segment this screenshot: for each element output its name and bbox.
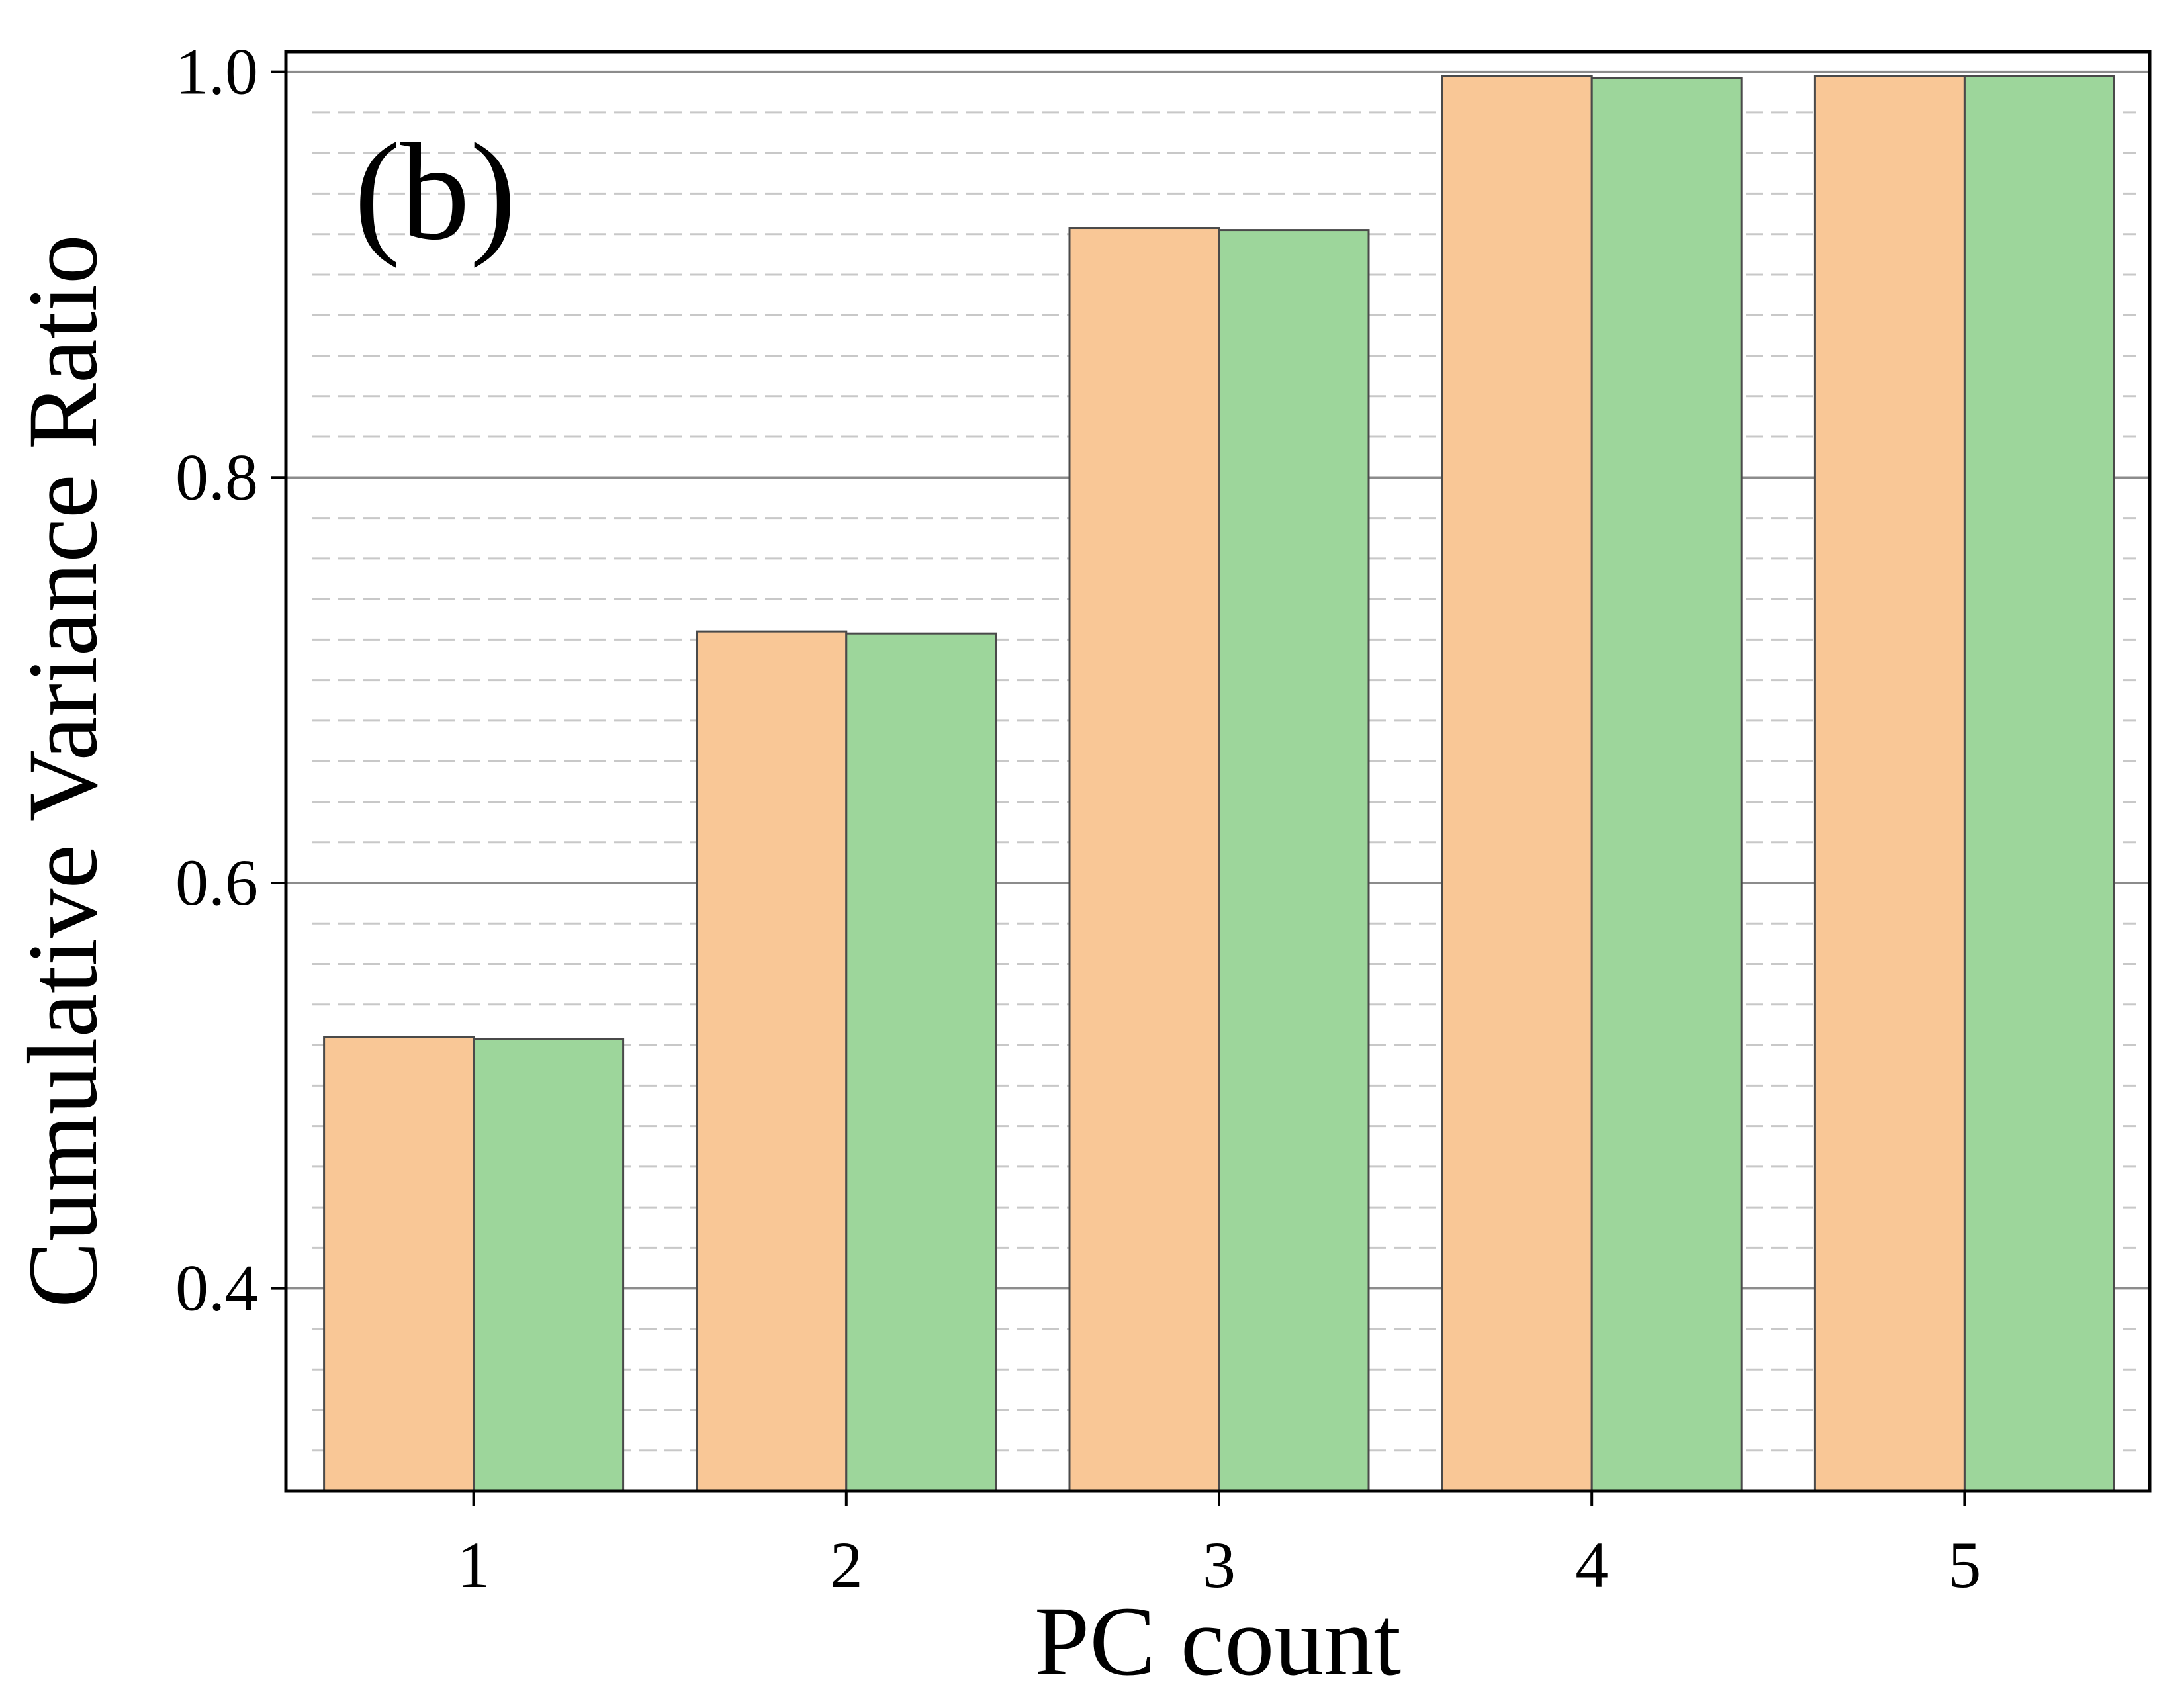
bar-series-1-4	[1441, 75, 1593, 1492]
x-tick-label: 5	[1948, 1528, 1981, 1602]
bar-series-2-4	[1590, 77, 1743, 1492]
bar-series-1-2	[696, 630, 848, 1492]
bar-series-1-3	[1068, 227, 1220, 1492]
bar-series-2-5	[1963, 75, 2115, 1492]
x-tick-label: 3	[1203, 1528, 1236, 1602]
panel-label: (b)	[354, 115, 516, 269]
x-tick-label: 4	[1575, 1528, 1608, 1602]
bar-series-2-3	[1218, 229, 1370, 1492]
x-axis-ticks: 1 2 3 4 5	[457, 1491, 1981, 1602]
bar-series-2-1	[473, 1038, 625, 1492]
bars-layer	[323, 75, 2115, 1492]
bar-series-1-5	[1813, 75, 1966, 1492]
bar-series-1-1	[323, 1036, 475, 1492]
x-tick-label: 2	[830, 1528, 863, 1602]
y-tick-label: 0.8	[175, 440, 258, 514]
y-axis-ticks: 0.4 0.6 0.8 1.0	[175, 35, 286, 1325]
y-tick-label: 0.6	[175, 846, 258, 919]
y-tick-label: 1.0	[175, 35, 258, 109]
x-tick-label: 1	[457, 1528, 490, 1602]
y-tick-label: 0.4	[175, 1252, 258, 1325]
y-axis-title: Cumulative Variance Ratio	[8, 234, 118, 1308]
bar-series-2-2	[845, 632, 997, 1492]
x-axis-title: PC count	[1034, 1586, 1401, 1688]
